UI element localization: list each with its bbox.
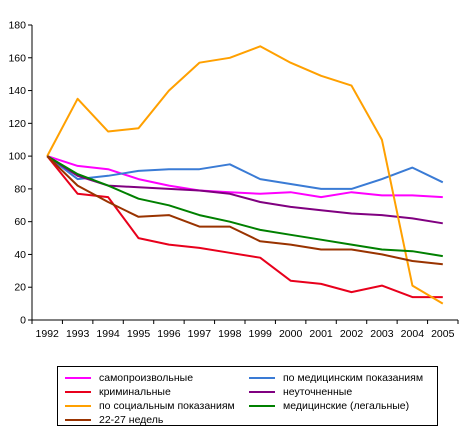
y-tick-label: 120 [8, 118, 26, 130]
y-tick-label: 80 [14, 183, 26, 195]
x-tick-label: 1999 [249, 328, 273, 340]
x-tick-label: 1998 [218, 328, 242, 340]
y-tick-label: 60 [14, 216, 26, 228]
legend-label: самопроизвольные [99, 372, 194, 384]
x-tick-label: 2000 [279, 328, 303, 340]
series-line-4 [46, 155, 443, 225]
legend-swatch [65, 377, 91, 379]
legend-item: по социальным показаниям [65, 399, 235, 413]
y-tick-label: 160 [8, 52, 26, 64]
x-tick-label: 2003 [370, 328, 394, 340]
legend: самопроизвольные по медицинским показания… [57, 366, 438, 426]
series-line-1 [46, 155, 443, 199]
legend-label: медицинские (легальные) [283, 400, 410, 412]
series-line-5 [46, 45, 444, 305]
legend-swatch [65, 419, 91, 421]
x-tick-label: 2005 [431, 328, 455, 340]
legend-swatch [249, 405, 275, 407]
x-tick-label: 1996 [157, 328, 181, 340]
x-tick-label: 2001 [309, 328, 333, 340]
y-tick-label: 0 [20, 315, 26, 327]
x-tick-label: 2002 [340, 328, 364, 340]
legend-item: самопроизвольные [65, 371, 193, 385]
x-tick-label: 1992 [36, 328, 60, 340]
x-tick-label: 1993 [66, 328, 90, 340]
y-tick-label: 100 [8, 151, 26, 163]
legend-label: по медицинским показаниям [283, 372, 424, 384]
series-line-6 [46, 155, 443, 258]
y-tick-label: 20 [14, 282, 26, 294]
legend-label: по социальным показаниям [99, 400, 235, 412]
legend-swatch [65, 391, 91, 393]
legend-label: 22-27 недель [99, 414, 164, 426]
legend-item: неуточненные [249, 385, 352, 399]
y-tick-label: 180 [8, 20, 26, 32]
x-tick-label: 1995 [127, 328, 151, 340]
x-tick-label: 2004 [401, 328, 425, 340]
legend-label: криминальные [99, 386, 171, 398]
legend-swatch [65, 405, 91, 407]
legend-label: неуточненные [283, 386, 353, 398]
legend-swatch [249, 391, 275, 393]
y-tick-label: 140 [8, 85, 26, 97]
legend-item: 22-27 недель [65, 413, 163, 427]
legend-item: криминальные [65, 385, 171, 399]
series-line-7 [46, 155, 443, 266]
y-tick-label: 40 [14, 249, 26, 261]
x-tick-label: 1994 [96, 328, 120, 340]
x-tick-label: 1997 [188, 328, 212, 340]
series-line-2 [46, 155, 444, 190]
legend-swatch [249, 377, 275, 379]
legend-item: по медицинским показаниям [249, 371, 423, 385]
legend-item: медицинские (легальные) [249, 399, 409, 413]
